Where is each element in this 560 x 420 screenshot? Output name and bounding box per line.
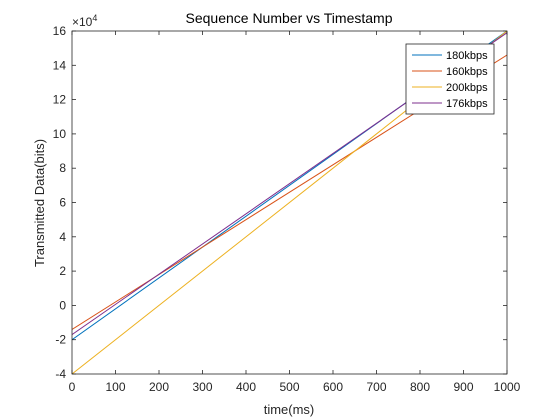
y-tick-label: 8 [59,161,66,175]
y-tick-label: -4 [55,367,66,381]
x-tick-label: 500 [279,380,299,394]
legend-label-200kbps: 200kbps [446,82,488,94]
legend-label-180kbps: 180kbps [446,50,488,62]
y-tick-label: 10 [53,127,67,141]
x-tick-label: 100 [105,380,125,394]
y-axis-label: Transmitted Data(bits) [32,139,47,267]
x-tick-label: 800 [410,380,430,394]
x-tick-label: 0 [69,380,76,394]
y-exponent-label: ×104 [72,13,97,29]
x-tick-label: 1000 [494,380,521,394]
x-tick-label: 700 [366,380,386,394]
y-tick-label: 6 [59,196,66,210]
y-exponent-base: ×10 [72,15,93,29]
x-axis-label: time(ms) [264,402,315,417]
y-tick-label: -2 [55,333,66,347]
y-tick-label: 14 [53,58,67,72]
y-tick-label: 4 [59,230,66,244]
chart-title: Sequence Number vs Timestamp [186,10,393,26]
legend-label-176kbps: 176kbps [446,98,488,110]
x-tick-label: 900 [453,380,473,394]
x-tick-label: 400 [236,380,256,394]
x-tick-label: 200 [149,380,169,394]
y-exponent-power: 4 [92,13,97,23]
y-tick-label: 16 [53,24,67,38]
y-tick-label: 2 [59,264,66,278]
legend-box [405,43,495,115]
x-tick-label: 600 [323,380,343,394]
y-tick-label: 12 [53,93,67,107]
legend-label-160kbps: 160kbps [446,66,488,78]
legend: 180kbps 160kbps 200kbps 176kbps [405,43,495,115]
y-tick-label: 0 [59,298,66,312]
x-tick-label: 300 [192,380,212,394]
